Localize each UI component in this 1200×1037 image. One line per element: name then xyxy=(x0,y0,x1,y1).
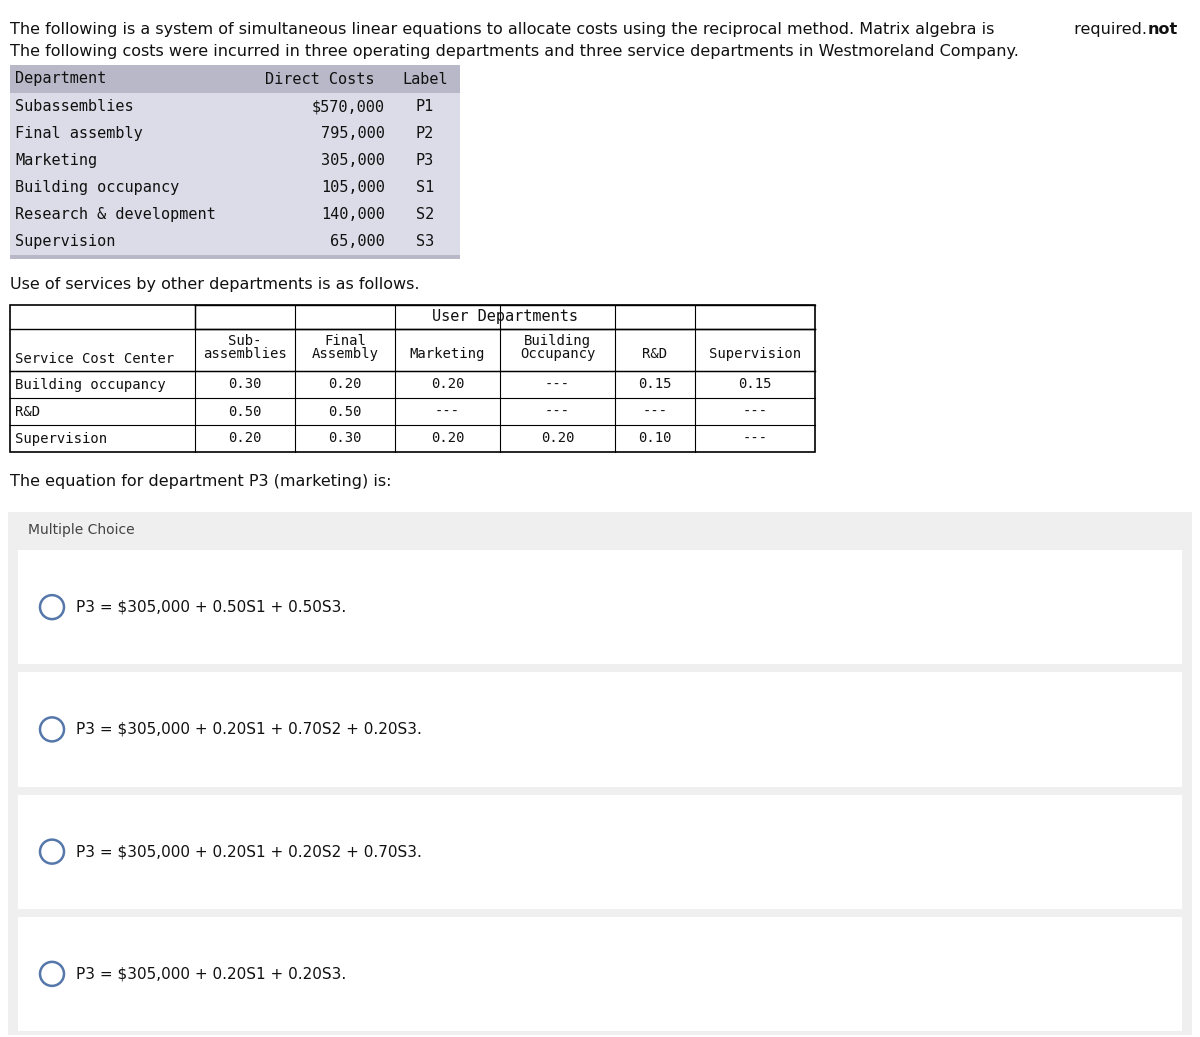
Text: Label: Label xyxy=(402,72,448,86)
Text: P3 = $305,000 + 0.50S1 + 0.50S3.: P3 = $305,000 + 0.50S1 + 0.50S3. xyxy=(76,599,347,615)
Text: Supervision: Supervision xyxy=(14,234,115,249)
Text: 140,000: 140,000 xyxy=(322,207,385,222)
Text: required.: required. xyxy=(1069,22,1147,37)
Text: 0.15: 0.15 xyxy=(738,377,772,392)
Text: Building occupancy: Building occupancy xyxy=(14,377,166,392)
Bar xyxy=(18,917,1182,1031)
Text: 105,000: 105,000 xyxy=(322,180,385,195)
Text: P3 = $305,000 + 0.20S1 + 0.20S3.: P3 = $305,000 + 0.20S1 + 0.20S3. xyxy=(76,966,347,981)
Bar xyxy=(18,550,1182,665)
Text: Building occupancy: Building occupancy xyxy=(14,180,179,195)
Text: 0.20: 0.20 xyxy=(431,431,464,446)
Text: S1: S1 xyxy=(416,180,434,195)
Text: 0.30: 0.30 xyxy=(329,431,361,446)
Text: 0.15: 0.15 xyxy=(638,377,672,392)
Text: assemblies: assemblies xyxy=(203,347,287,361)
Circle shape xyxy=(40,595,64,619)
Text: 0.20: 0.20 xyxy=(329,377,361,392)
Circle shape xyxy=(40,840,64,864)
Text: 0.10: 0.10 xyxy=(638,431,672,446)
Text: P2: P2 xyxy=(416,127,434,141)
Bar xyxy=(10,228,460,255)
Bar xyxy=(10,93,460,120)
Text: P1: P1 xyxy=(416,99,434,114)
Text: Final: Final xyxy=(324,334,366,348)
Text: P3 = $305,000 + 0.20S1 + 0.20S2 + 0.70S3.: P3 = $305,000 + 0.20S1 + 0.20S2 + 0.70S3… xyxy=(76,844,422,859)
Text: Building: Building xyxy=(524,334,592,348)
Text: Marketing: Marketing xyxy=(14,153,97,168)
Text: ---: --- xyxy=(642,404,667,419)
Text: Subassemblies: Subassemblies xyxy=(14,99,133,114)
Text: S2: S2 xyxy=(416,207,434,222)
Text: Marketing: Marketing xyxy=(410,347,485,361)
Text: Occupancy: Occupancy xyxy=(520,347,595,361)
Text: Supervision: Supervision xyxy=(14,431,107,446)
Text: ---: --- xyxy=(743,404,768,419)
Text: 0.20: 0.20 xyxy=(541,431,575,446)
Text: Service Cost Center: Service Cost Center xyxy=(14,352,174,366)
Circle shape xyxy=(40,718,64,741)
Bar xyxy=(10,147,460,174)
Text: R&D: R&D xyxy=(642,347,667,361)
Text: The following costs were incurred in three operating departments and three servi: The following costs were incurred in thr… xyxy=(10,44,1019,59)
Text: ---: --- xyxy=(743,431,768,446)
Text: ---: --- xyxy=(434,404,460,419)
Text: Department: Department xyxy=(14,72,107,86)
Text: 0.30: 0.30 xyxy=(228,377,262,392)
Bar xyxy=(10,305,815,452)
Text: Direct Costs: Direct Costs xyxy=(265,72,374,86)
Bar xyxy=(10,255,460,259)
Text: 0.50: 0.50 xyxy=(329,404,361,419)
Text: P3: P3 xyxy=(416,153,434,168)
Text: Multiple Choice: Multiple Choice xyxy=(28,523,134,537)
Text: The equation for department P3 (marketing) is:: The equation for department P3 (marketin… xyxy=(10,474,391,489)
Text: 0.50: 0.50 xyxy=(228,404,262,419)
Bar xyxy=(10,201,460,228)
Text: Supervision: Supervision xyxy=(709,347,802,361)
Text: The following is a system of simultaneous linear equations to allocate costs usi: The following is a system of simultaneou… xyxy=(10,22,1000,37)
Text: Research & development: Research & development xyxy=(14,207,216,222)
Bar xyxy=(10,174,460,201)
Text: 305,000: 305,000 xyxy=(322,153,385,168)
Text: User Departments: User Departments xyxy=(432,309,578,325)
Text: Final assembly: Final assembly xyxy=(14,127,143,141)
Text: 65,000: 65,000 xyxy=(330,234,385,249)
Bar xyxy=(10,120,460,147)
Text: 795,000: 795,000 xyxy=(322,127,385,141)
Circle shape xyxy=(40,962,64,986)
Text: Sub-: Sub- xyxy=(228,334,262,348)
Bar xyxy=(18,672,1182,786)
Text: not: not xyxy=(1147,22,1177,37)
Text: ---: --- xyxy=(545,377,570,392)
Text: 0.20: 0.20 xyxy=(431,377,464,392)
Bar xyxy=(10,65,460,93)
Bar xyxy=(18,794,1182,908)
Bar xyxy=(8,512,1192,1035)
Text: $570,000: $570,000 xyxy=(312,99,385,114)
Text: ---: --- xyxy=(545,404,570,419)
Text: 0.20: 0.20 xyxy=(228,431,262,446)
Text: S3: S3 xyxy=(416,234,434,249)
Text: R&D: R&D xyxy=(14,404,40,419)
Text: Assembly: Assembly xyxy=(312,347,378,361)
Text: Use of services by other departments is as follows.: Use of services by other departments is … xyxy=(10,277,420,292)
Text: P3 = $305,000 + 0.20S1 + 0.70S2 + 0.20S3.: P3 = $305,000 + 0.20S1 + 0.70S2 + 0.20S3… xyxy=(76,722,422,737)
